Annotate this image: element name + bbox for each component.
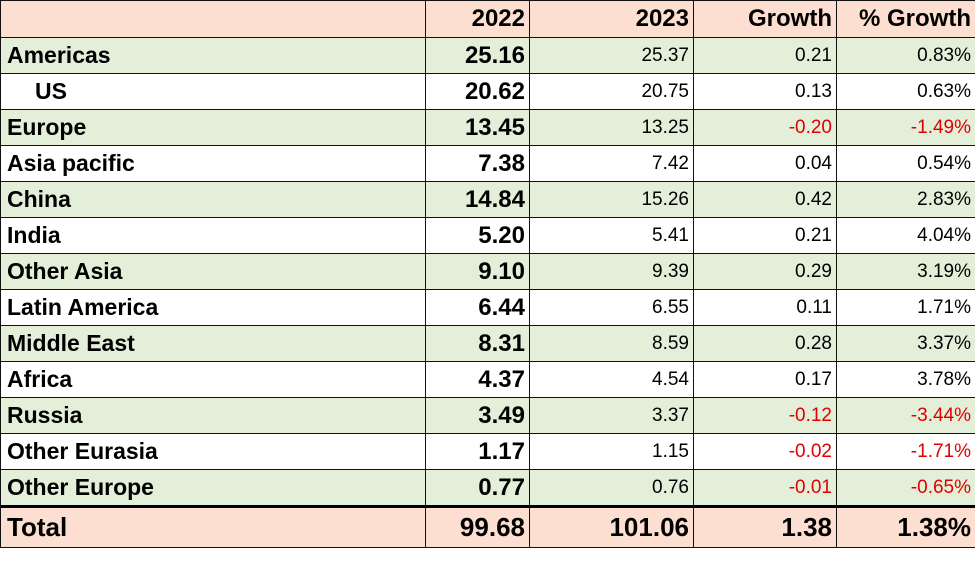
value-2022-cell: 3.49 <box>425 397 530 434</box>
table-row: Russia 3.49 3.37 -0.12 -3.44% <box>0 397 975 434</box>
value-2023-cell: 20.75 <box>529 73 694 110</box>
total-pct-growth: 1.38% <box>836 505 975 548</box>
region-cell: US <box>0 73 426 110</box>
region-cell: Other Europe <box>0 469 426 507</box>
growth-cell: -0.12 <box>693 397 837 434</box>
header-region <box>0 0 426 38</box>
pct-growth-cell: 0.83% <box>836 37 975 74</box>
table-row: Africa 4.37 4.54 0.17 3.78% <box>0 361 975 398</box>
value-2022-cell: 4.37 <box>425 361 530 398</box>
region-cell: China <box>0 181 426 218</box>
value-2022-cell: 5.20 <box>425 217 530 254</box>
header-row: 2022 2023 Growth % Growth <box>0 0 975 38</box>
growth-cell: 0.11 <box>693 289 837 326</box>
value-2023-cell: 7.42 <box>529 145 694 182</box>
pct-growth-cell: -0.65% <box>836 469 975 507</box>
region-cell: Europe <box>0 109 426 146</box>
value-2023-cell: 5.41 <box>529 217 694 254</box>
region-cell: Africa <box>0 361 426 398</box>
value-2023-cell: 3.37 <box>529 397 694 434</box>
total-label: Total <box>0 505 426 548</box>
value-2023-cell: 25.37 <box>529 37 694 74</box>
growth-cell: -0.20 <box>693 109 837 146</box>
table-row: Other Asia 9.10 9.39 0.29 3.19% <box>0 253 975 290</box>
value-2023-cell: 4.54 <box>529 361 694 398</box>
value-2022-cell: 14.84 <box>425 181 530 218</box>
table-row: Americas 25.16 25.37 0.21 0.83% <box>0 37 975 74</box>
table-row: Other Eurasia 1.17 1.15 -0.02 -1.71% <box>0 433 975 470</box>
region-cell: Middle East <box>0 325 426 362</box>
region-cell: India <box>0 217 426 254</box>
growth-cell: 0.21 <box>693 217 837 254</box>
table-row: US 20.62 20.75 0.13 0.63% <box>0 73 975 110</box>
pct-growth-cell: 3.19% <box>836 253 975 290</box>
header-pct-growth: % Growth <box>836 0 975 38</box>
table-row: India 5.20 5.41 0.21 4.04% <box>0 217 975 254</box>
pct-growth-cell: 3.78% <box>836 361 975 398</box>
value-2022-cell: 7.38 <box>425 145 530 182</box>
value-2022-cell: 6.44 <box>425 289 530 326</box>
value-2023-cell: 0.76 <box>529 469 694 507</box>
value-2023-cell: 15.26 <box>529 181 694 218</box>
value-2022-cell: 20.62 <box>425 73 530 110</box>
growth-cell: 0.17 <box>693 361 837 398</box>
growth-cell: 0.28 <box>693 325 837 362</box>
table-row: China 14.84 15.26 0.42 2.83% <box>0 181 975 218</box>
table-row: Asia pacific 7.38 7.42 0.04 0.54% <box>0 145 975 182</box>
pct-growth-cell: -3.44% <box>836 397 975 434</box>
region-cell: Latin America <box>0 289 426 326</box>
value-2023-cell: 9.39 <box>529 253 694 290</box>
value-2023-cell: 1.15 <box>529 433 694 470</box>
header-growth: Growth <box>693 0 837 38</box>
pct-growth-cell: 0.63% <box>836 73 975 110</box>
value-2022-cell: 25.16 <box>425 37 530 74</box>
table-row: Other Europe 0.77 0.76 -0.01 -0.65% <box>0 469 975 507</box>
value-2022-cell: 0.77 <box>425 469 530 507</box>
pct-growth-cell: 2.83% <box>836 181 975 218</box>
pct-growth-cell: -1.71% <box>836 433 975 470</box>
pct-growth-cell: 4.04% <box>836 217 975 254</box>
growth-cell: 0.29 <box>693 253 837 290</box>
header-2023: 2023 <box>529 0 694 38</box>
growth-cell: 0.21 <box>693 37 837 74</box>
growth-cell: 0.42 <box>693 181 837 218</box>
table-row: Latin America 6.44 6.55 0.11 1.71% <box>0 289 975 326</box>
value-2022-cell: 13.45 <box>425 109 530 146</box>
total-row: Total 99.68 101.06 1.38 1.38% <box>0 505 975 548</box>
region-cell: Americas <box>0 37 426 74</box>
region-cell: Asia pacific <box>0 145 426 182</box>
total-2023: 101.06 <box>529 505 694 548</box>
growth-table: 2022 2023 Growth % Growth Americas 25.16… <box>0 0 975 548</box>
region-cell: Russia <box>0 397 426 434</box>
value-2022-cell: 1.17 <box>425 433 530 470</box>
header-2022: 2022 <box>425 0 530 38</box>
pct-growth-cell: 0.54% <box>836 145 975 182</box>
value-2023-cell: 8.59 <box>529 325 694 362</box>
table-row: Middle East 8.31 8.59 0.28 3.37% <box>0 325 975 362</box>
growth-cell: -0.02 <box>693 433 837 470</box>
region-cell: Other Eurasia <box>0 433 426 470</box>
pct-growth-cell: 1.71% <box>836 289 975 326</box>
pct-growth-cell: -1.49% <box>836 109 975 146</box>
total-growth: 1.38 <box>693 505 837 548</box>
region-cell: Other Asia <box>0 253 426 290</box>
value-2022-cell: 9.10 <box>425 253 530 290</box>
growth-cell: 0.04 <box>693 145 837 182</box>
pct-growth-cell: 3.37% <box>836 325 975 362</box>
growth-cell: 0.13 <box>693 73 837 110</box>
value-2023-cell: 13.25 <box>529 109 694 146</box>
table-row: Europe 13.45 13.25 -0.20 -1.49% <box>0 109 975 146</box>
growth-cell: -0.01 <box>693 469 837 507</box>
value-2022-cell: 8.31 <box>425 325 530 362</box>
total-2022: 99.68 <box>425 505 530 548</box>
value-2023-cell: 6.55 <box>529 289 694 326</box>
